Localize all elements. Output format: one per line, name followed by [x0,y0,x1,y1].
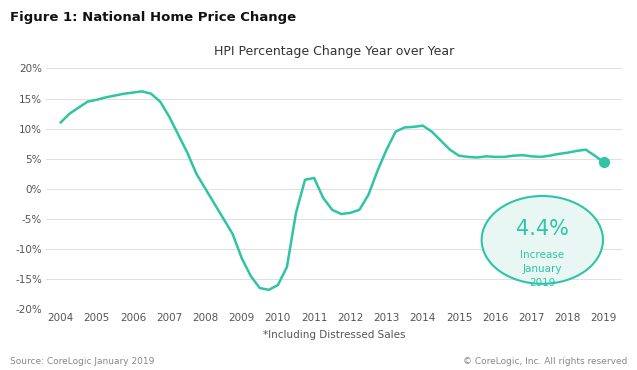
Text: Source: CoreLogic January 2019: Source: CoreLogic January 2019 [10,357,154,366]
Title: HPI Percentage Change Year over Year: HPI Percentage Change Year over Year [214,45,454,58]
Text: 4.4%: 4.4% [516,219,569,239]
Text: © CoreLogic, Inc. All rights reserved: © CoreLogic, Inc. All rights reserved [463,357,627,366]
Ellipse shape [482,196,603,284]
Text: Increase
January
2019: Increase January 2019 [520,250,564,287]
X-axis label: *Including Distressed Sales: *Including Distressed Sales [263,330,405,340]
Text: Figure 1: National Home Price Change: Figure 1: National Home Price Change [10,11,296,24]
